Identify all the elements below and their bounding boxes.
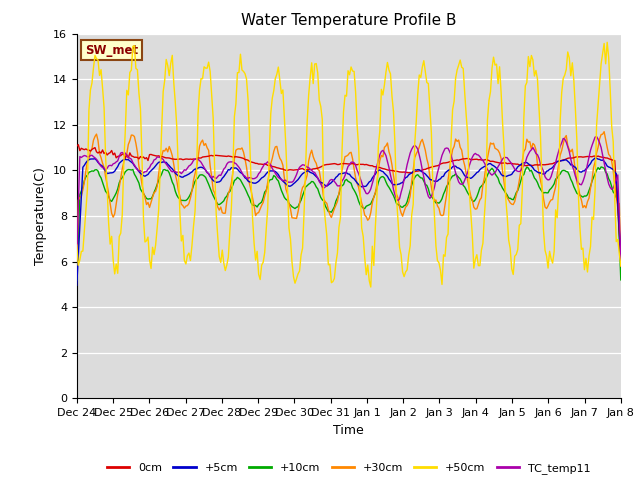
TC_temp11 bbox=[587, 147, 595, 153]
X-axis label: Time: Time bbox=[333, 424, 364, 437]
+30cm bbox=[235, 146, 243, 152]
+50cm bbox=[311, 61, 319, 67]
0cm bbox=[588, 154, 596, 160]
+30cm bbox=[73, 262, 81, 268]
+5cm bbox=[73, 282, 81, 288]
Line: 0cm: 0cm bbox=[77, 144, 621, 256]
+10cm bbox=[311, 181, 319, 187]
0cm bbox=[74, 142, 82, 147]
+5cm bbox=[140, 173, 147, 179]
+30cm bbox=[311, 158, 319, 164]
TC_temp11 bbox=[262, 160, 270, 166]
+30cm bbox=[600, 129, 608, 134]
TC_temp11 bbox=[235, 165, 243, 170]
+30cm bbox=[617, 264, 625, 269]
TC_temp11 bbox=[253, 174, 261, 180]
+50cm bbox=[367, 284, 374, 290]
+50cm bbox=[617, 263, 625, 268]
TC_temp11 bbox=[140, 170, 147, 176]
TC_temp11 bbox=[617, 257, 625, 263]
TC_temp11 bbox=[73, 252, 81, 258]
0cm bbox=[73, 143, 81, 149]
+5cm bbox=[587, 161, 595, 167]
+50cm bbox=[262, 227, 270, 232]
Line: +10cm: +10cm bbox=[77, 167, 621, 280]
+50cm bbox=[73, 242, 81, 248]
TC_temp11 bbox=[593, 133, 600, 139]
0cm bbox=[141, 156, 149, 162]
+50cm bbox=[235, 70, 243, 75]
Text: SW_met: SW_met bbox=[85, 44, 138, 57]
0cm bbox=[237, 155, 244, 160]
0cm bbox=[255, 161, 262, 167]
+30cm bbox=[140, 190, 147, 195]
+30cm bbox=[262, 189, 270, 194]
+10cm bbox=[262, 188, 270, 193]
+5cm bbox=[311, 172, 319, 178]
+5cm bbox=[591, 155, 599, 161]
Line: +30cm: +30cm bbox=[77, 132, 621, 266]
+50cm bbox=[140, 216, 147, 221]
+5cm bbox=[262, 171, 270, 177]
Line: TC_temp11: TC_temp11 bbox=[77, 136, 621, 260]
Line: +5cm: +5cm bbox=[77, 158, 621, 285]
+5cm bbox=[253, 180, 261, 185]
+10cm bbox=[617, 277, 625, 283]
0cm bbox=[264, 162, 271, 168]
+5cm bbox=[235, 168, 243, 174]
Title: Water Temperature Profile B: Water Temperature Profile B bbox=[241, 13, 456, 28]
0cm bbox=[312, 166, 320, 171]
+30cm bbox=[587, 185, 595, 191]
0cm bbox=[617, 253, 625, 259]
+10cm bbox=[140, 191, 147, 196]
+10cm bbox=[587, 183, 595, 189]
+10cm bbox=[235, 176, 243, 181]
+50cm bbox=[604, 39, 611, 45]
+50cm bbox=[588, 214, 596, 220]
+10cm bbox=[597, 164, 605, 170]
+50cm bbox=[253, 249, 261, 254]
Y-axis label: Temperature(C): Temperature(C) bbox=[35, 167, 47, 265]
+30cm bbox=[253, 210, 261, 216]
Line: +50cm: +50cm bbox=[77, 42, 621, 287]
+5cm bbox=[617, 254, 625, 260]
Legend: 0cm, +5cm, +10cm, +30cm, +50cm, TC_temp11: 0cm, +5cm, +10cm, +30cm, +50cm, TC_temp1… bbox=[102, 459, 595, 479]
+10cm bbox=[253, 204, 261, 210]
TC_temp11 bbox=[311, 169, 319, 175]
+10cm bbox=[73, 277, 81, 283]
